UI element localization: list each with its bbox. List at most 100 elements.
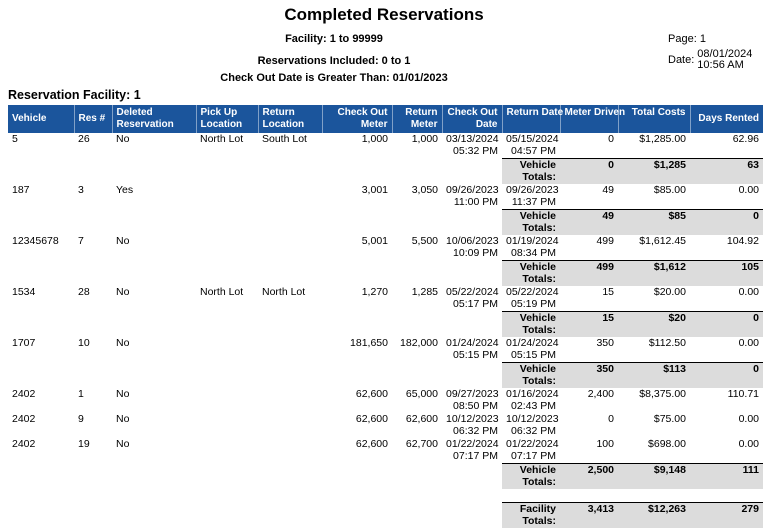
cell-check-out-meter: 1,270 bbox=[361, 286, 388, 298]
totals-days-rented: 0 bbox=[690, 362, 763, 388]
cell-return-date: 01/16/2024 bbox=[506, 388, 559, 400]
table-body: 5 26 No North Lot South Lot 1,000 1,000 03/13/2… bbox=[8, 133, 763, 528]
cell-pickup-location: North Lot bbox=[200, 133, 244, 145]
vehicle-totals-row: Vehicle Totals: 2,500 $9,148 111 bbox=[8, 463, 763, 490]
cell-return-time: 11:37 PM bbox=[511, 195, 556, 208]
cell-meter-driven: 499 bbox=[596, 235, 614, 247]
cell-res-number: 19 bbox=[78, 438, 90, 450]
cell-deleted: No bbox=[116, 413, 130, 425]
date-value: 08/01/2024 bbox=[697, 48, 753, 60]
cell-vehicle: 12345678 bbox=[12, 235, 59, 247]
cell-total-costs: $8,375.00 bbox=[639, 388, 686, 400]
cell-return-meter: 3,050 bbox=[411, 184, 438, 196]
cell-return-meter: 1,000 bbox=[411, 133, 438, 145]
table-row: 187 3 Yes 3,001 3,050 09/26/2023 11:00 PM 09/26… bbox=[8, 184, 763, 210]
totals-meter-driven: 15 bbox=[560, 311, 618, 337]
column-header: Res # bbox=[74, 105, 113, 133]
cell-check-out-time: 10:09 PM bbox=[453, 246, 498, 259]
totals-label: Vehicle Totals: bbox=[502, 260, 560, 286]
cell-return-date: 05/15/2024 bbox=[506, 133, 559, 145]
cell-deleted: No bbox=[116, 235, 130, 247]
cell-check-out-date: 10/06/2023 bbox=[446, 235, 499, 247]
cell-deleted: No bbox=[116, 438, 130, 450]
cell-pickup-location bbox=[196, 184, 258, 210]
cell-check-out-date: 10/12/2023 bbox=[446, 413, 499, 425]
cell-return-time: 06:32 PM bbox=[511, 424, 556, 437]
cell-vehicle: 187 bbox=[12, 184, 30, 196]
cell-check-out-time: 05:15 PM bbox=[453, 348, 498, 361]
cell-return-date: 09/26/2023 bbox=[506, 184, 559, 196]
cell-check-out-meter: 62,600 bbox=[355, 438, 388, 450]
column-header: Return Date bbox=[502, 105, 563, 133]
cell-return-time: 05:15 PM bbox=[511, 348, 556, 361]
cell-total-costs: $112.50 bbox=[648, 337, 686, 349]
cell-meter-driven: 0 bbox=[608, 413, 614, 425]
cell-check-out-meter: 1,000 bbox=[361, 133, 388, 145]
cell-meter-driven: 15 bbox=[602, 286, 614, 298]
column-header: Total Costs bbox=[618, 105, 691, 133]
cell-meter-driven: 2,400 bbox=[587, 388, 614, 400]
cell-meter-driven: 350 bbox=[596, 337, 614, 349]
cell-check-out-date: 05/22/2024 bbox=[446, 286, 499, 298]
cell-days-rented: 62.96 bbox=[732, 133, 759, 145]
blank-cell bbox=[8, 261, 502, 287]
facility-range-line: Facility: 1 to 99999 bbox=[285, 33, 383, 45]
cell-pickup-location bbox=[196, 413, 258, 438]
cell-res-number: 10 bbox=[78, 337, 90, 349]
cell-vehicle: 1707 bbox=[12, 337, 36, 349]
cell-return: 10/12/2023 06:32 PM bbox=[502, 413, 560, 438]
cell-return-meter: 62,700 bbox=[405, 438, 438, 450]
facility-totals-row: Facility Totals: 3,413 $12,263 279 bbox=[8, 502, 763, 528]
cell-check-out-time: 08:50 PM bbox=[453, 399, 498, 412]
cell-return-time: 04:57 PM bbox=[511, 144, 556, 157]
table-header-row: Vehicle Res # Deleted Reservation Pick Up L… bbox=[8, 105, 763, 133]
cell-return-location bbox=[258, 235, 322, 261]
table-row: 2402 9 No 62,600 62,600 10/12/2023 06:32 PM 10/… bbox=[8, 413, 763, 438]
cell-res-number: 28 bbox=[78, 286, 90, 298]
cell-return-time: 07:17 PM bbox=[511, 449, 556, 462]
cell-deleted: No bbox=[116, 133, 130, 145]
vehicle-totals-row: Vehicle Totals: 0 $1,285 63 bbox=[8, 158, 763, 184]
cell-return: 01/16/2024 02:43 PM bbox=[502, 388, 560, 413]
column-header: Days Rented bbox=[690, 105, 763, 133]
cell-check-out-date: 03/13/2024 bbox=[446, 133, 499, 145]
cell-deleted: No bbox=[116, 388, 130, 400]
cell-return-date: 10/12/2023 bbox=[506, 413, 559, 425]
reservations-table: Vehicle Res # Deleted Reservation Pick Up L… bbox=[8, 105, 763, 528]
cell-check-out-time: 11:00 PM bbox=[453, 195, 498, 208]
cell-total-costs: $75.00 bbox=[653, 413, 686, 425]
cell-check-out-time: 05:32 PM bbox=[453, 144, 498, 157]
cell-check-out-meter: 5,001 bbox=[361, 235, 388, 247]
cell-return: 09/26/2023 11:37 PM bbox=[502, 184, 560, 210]
table-row: 2402 1 No 62,600 65,000 09/27/2023 08:50 PM 01/… bbox=[8, 388, 763, 413]
cell-res-number: 1 bbox=[78, 388, 84, 400]
section-title: Reservation Facility: 1 bbox=[8, 88, 141, 102]
checkout-filter-line: Check Out Date is Greater Than: 01/01/20… bbox=[220, 72, 448, 84]
cell-pickup-location bbox=[196, 388, 258, 413]
cell-check-out-date: 01/22/2024 bbox=[446, 438, 499, 450]
cell-meter-driven: 0 bbox=[608, 133, 614, 145]
cell-check-out-time: 06:32 PM bbox=[453, 424, 498, 437]
cell-check-out: 10/12/2023 06:32 PM bbox=[442, 413, 502, 438]
column-header: Pick Up Location bbox=[196, 105, 259, 133]
table-row: 12345678 7 No 5,001 5,500 10/06/2023 10:09 PM 0… bbox=[8, 235, 763, 261]
column-header: Deleted Reservation bbox=[112, 105, 197, 133]
cell-return: 01/24/2024 05:15 PM bbox=[502, 337, 560, 363]
totals-meter-driven: 350 bbox=[560, 362, 618, 388]
totals-days-rented: 63 bbox=[690, 158, 763, 184]
totals-label: Vehicle Totals: bbox=[502, 158, 560, 184]
totals-meter-driven: 2,500 bbox=[560, 463, 618, 489]
column-header: Vehicle bbox=[8, 105, 75, 133]
cell-days-rented: 104.92 bbox=[726, 235, 759, 247]
cell-res-number: 9 bbox=[78, 413, 84, 425]
cell-deleted: Yes bbox=[116, 184, 134, 196]
blank-cell bbox=[8, 464, 502, 490]
cell-pickup-location: North Lot bbox=[200, 286, 244, 298]
vehicle-totals-row: Vehicle Totals: 49 $85 0 bbox=[8, 209, 763, 235]
cell-return-time: 08:34 PM bbox=[511, 246, 556, 259]
vehicle-totals-row: Vehicle Totals: 350 $113 0 bbox=[8, 362, 763, 388]
totals-total-costs: $12,263 bbox=[618, 502, 690, 528]
reservations-included-line: Reservations Included: 0 to 1 bbox=[257, 55, 411, 67]
blank-cell bbox=[8, 312, 502, 338]
page-number: Page: 1 bbox=[668, 33, 706, 45]
